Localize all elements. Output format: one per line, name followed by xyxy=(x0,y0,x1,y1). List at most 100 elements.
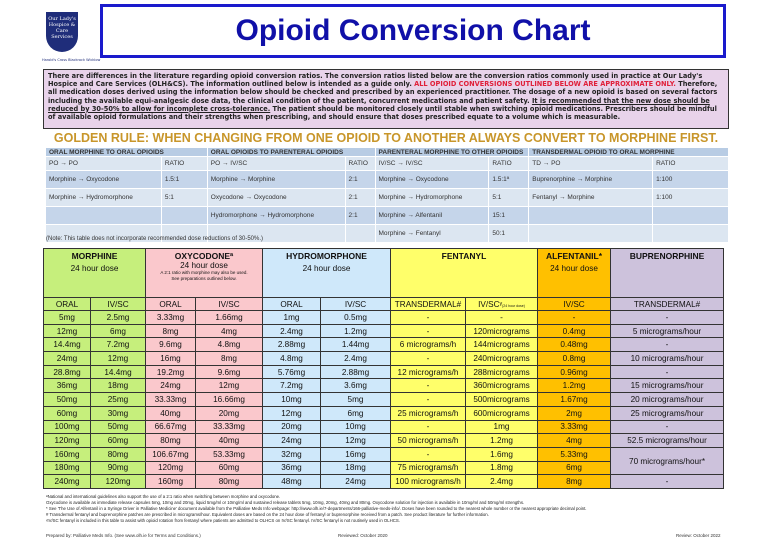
dose-row: 100mg 50mg 66.67mg 33.33mg 20mg 10mg -1mg 3.33m… xyxy=(43,419,725,435)
dose-cell: 20 micrograms/hour xyxy=(610,392,725,407)
page-title: Opioid Conversion Chart xyxy=(235,14,591,47)
disclaimer-recommendation: It is recommended that the new dose shou… xyxy=(48,96,710,113)
dose-cell: 2.4mg xyxy=(262,323,321,339)
dose-cell: 4mg xyxy=(195,323,263,339)
dose-cell: 12mg xyxy=(195,378,263,394)
dose-cell: 1.66mg xyxy=(195,310,263,325)
dose-cell: 53.33mg xyxy=(195,446,263,462)
dose-cell: 33.33mg xyxy=(145,392,196,407)
column-header: ORAL xyxy=(145,297,196,311)
dose-cell: - xyxy=(390,419,467,435)
golden-rule: GOLDEN RULE: WHEN CHANGING FROM ONE OPIO… xyxy=(53,131,719,145)
dose-cell: - xyxy=(390,446,467,462)
ratio-conversion: Fentanyl → Morphine xyxy=(528,188,654,207)
dose-cell: - xyxy=(610,474,725,489)
dose-cell: 8mg xyxy=(195,351,263,366)
dose-cell: - xyxy=(390,392,467,407)
disclaimer-text: There are differences in the literature … xyxy=(48,72,703,89)
ratio-value: 1.5:1ª xyxy=(488,170,530,189)
dose-cell: 12mg xyxy=(262,405,321,421)
dose-cell: 52.5 micrograms/hour xyxy=(610,433,725,448)
dose-cell: 5.33mg xyxy=(537,446,612,462)
dose-cell: 7.2mg xyxy=(90,337,146,353)
ratio-subheader: IV/SC → IV/SC xyxy=(374,156,490,171)
dose-cell: 1.2mg xyxy=(319,323,392,339)
dose-row: 50mg 25mg 33.33mg 16.66mg 10mg 5mg -500microgr… xyxy=(43,392,725,407)
dose-row: 5mg 2.5mg 3.33mg 1.66mg 1mg 0.5mg - - - - xyxy=(43,310,725,325)
conversion-table: MORPHINE 24 hour dose OXYCODONEª 24 hour d… xyxy=(43,248,725,489)
dose-cell: 4mg xyxy=(537,433,612,448)
dose-cell: - xyxy=(610,337,725,353)
dose-cell: 12 micrograms/h xyxy=(390,364,467,380)
ratio-row: Morphine → Hydromorphone 5:1 Oxycodone → O… xyxy=(45,188,729,207)
dose-cell: - xyxy=(390,323,467,339)
dose-cell: 1.2mg xyxy=(465,433,539,448)
dose-cell: 48mg xyxy=(262,474,321,489)
fentanyl-header: FENTANYL xyxy=(390,248,539,298)
column-header: TRANSDERMAL# xyxy=(610,297,725,311)
column-header: IV/SC xyxy=(319,297,392,311)
ratio-value: 2:1 xyxy=(344,188,376,207)
dose-cell: 100mg xyxy=(43,419,91,435)
dose-cell: 80mg xyxy=(145,433,196,448)
dose-cell: 5.76mg xyxy=(262,364,321,380)
dose-cell: 10mg xyxy=(319,419,392,435)
ratio-section-header: ORAL OPIOIDS TO PARENTERAL OPIOIDS xyxy=(206,147,376,157)
dose-cell: 50mg xyxy=(90,419,146,435)
ratio-conversion xyxy=(528,206,654,225)
ratio-section-header: PARENTERAL MORPHINE TO OTHER OPIOIDS xyxy=(374,147,530,157)
dose-cell: - xyxy=(390,310,467,325)
ratio-section-header: ORAL MORPHINE TO ORAL OPIOIDS xyxy=(45,147,208,157)
ratio-value: 1.5:1 xyxy=(160,170,208,189)
dose-cell: - xyxy=(537,310,612,325)
dose-cell: 60mg xyxy=(195,460,263,476)
dose-cell: 6mg xyxy=(319,405,392,421)
dose-cell: 1.6mg xyxy=(465,446,539,462)
dose-cell: 9.6mg xyxy=(145,337,196,353)
column-header-row: ORAL IV/SC ORAL IV/SC ORAL IV/SC TRANSDERMAL# I… xyxy=(43,297,725,311)
dose-cell: 25 micrograms/hour xyxy=(610,405,725,421)
ratio-subheader: TD → PO xyxy=(528,156,654,171)
dose-cell: 5mg xyxy=(43,310,91,325)
ratio-conversion: Morphine → Hydromorphone xyxy=(45,188,162,207)
ratio-subheader: PO → IV/SC xyxy=(206,156,346,171)
dose-row: 24mg 12mg 16mg 8mg 4.8mg 2.4mg -240micrograms 0… xyxy=(43,351,725,366)
dose-row: 14.4mg 7.2mg 9.6mg 4.8mg 2.88mg 1.44mg 6 micro… xyxy=(43,337,725,353)
dose-cell: 0.48mg xyxy=(537,337,612,353)
dose-cell: 60mg xyxy=(43,405,91,421)
dose-cell: 18mg xyxy=(319,460,392,476)
dose-cell: 120micrograms xyxy=(465,323,539,339)
column-label: IV/SC xyxy=(107,299,129,309)
dose-cell: 1mg xyxy=(262,310,321,325)
dose-cell: 70 micrograms/hour* xyxy=(610,446,725,476)
dose-cell: 60mg xyxy=(90,433,146,448)
group-header-row: MORPHINE 24 hour dose OXYCODONEª 24 hour d… xyxy=(43,248,725,298)
column-label: ORAL xyxy=(159,299,182,309)
dose-cell: 36mg xyxy=(43,378,91,394)
dose-cell: 19.2mg xyxy=(145,364,196,380)
dose-cell: 120mg xyxy=(90,474,146,489)
dose-cell: 8mg xyxy=(145,323,196,339)
dose-cell: 1.2mg xyxy=(537,378,612,394)
dose-row: 60mg 30mg 40mg 20mg 12mg 6mg 25 micrograms/h 60… xyxy=(43,405,725,421)
ratio-value: 1:100 xyxy=(652,170,729,189)
column-header: IV/SC xyxy=(90,297,146,311)
column-header: IV/SC xyxy=(195,297,263,311)
column-label: IV/SC xyxy=(344,299,367,309)
disclaimer-warning: ALL OPIOID CONVERSIONS OUTLINED BELOW AR… xyxy=(414,80,676,89)
dose-cell: 160mg xyxy=(43,446,91,462)
dose-cell: 20mg xyxy=(195,405,263,421)
ratio-conversion: Morphine → Alfentanil xyxy=(374,206,490,225)
dose-cell: 32mg xyxy=(262,446,321,462)
dose-cell: 28.8mg xyxy=(43,364,91,380)
dose-cell: 7.2mg xyxy=(262,378,321,394)
ratio-conversion: Hydromorphone → Hydromorphone xyxy=(206,206,346,225)
dose-row: 36mg 18mg 24mg 12mg 7.2mg 3.6mg -360micrograms… xyxy=(43,378,725,394)
ratio-conversion xyxy=(528,224,654,243)
morphine-header: MORPHINE 24 hour dose xyxy=(43,248,146,298)
dose-cell: 50 micrograms/h xyxy=(390,433,467,448)
dose-cell: 120mg xyxy=(145,460,196,476)
dose-cell: 20mg xyxy=(262,419,321,435)
column-header: ORAL xyxy=(262,297,321,311)
next-review-date: Review: October 2022 xyxy=(676,533,721,538)
